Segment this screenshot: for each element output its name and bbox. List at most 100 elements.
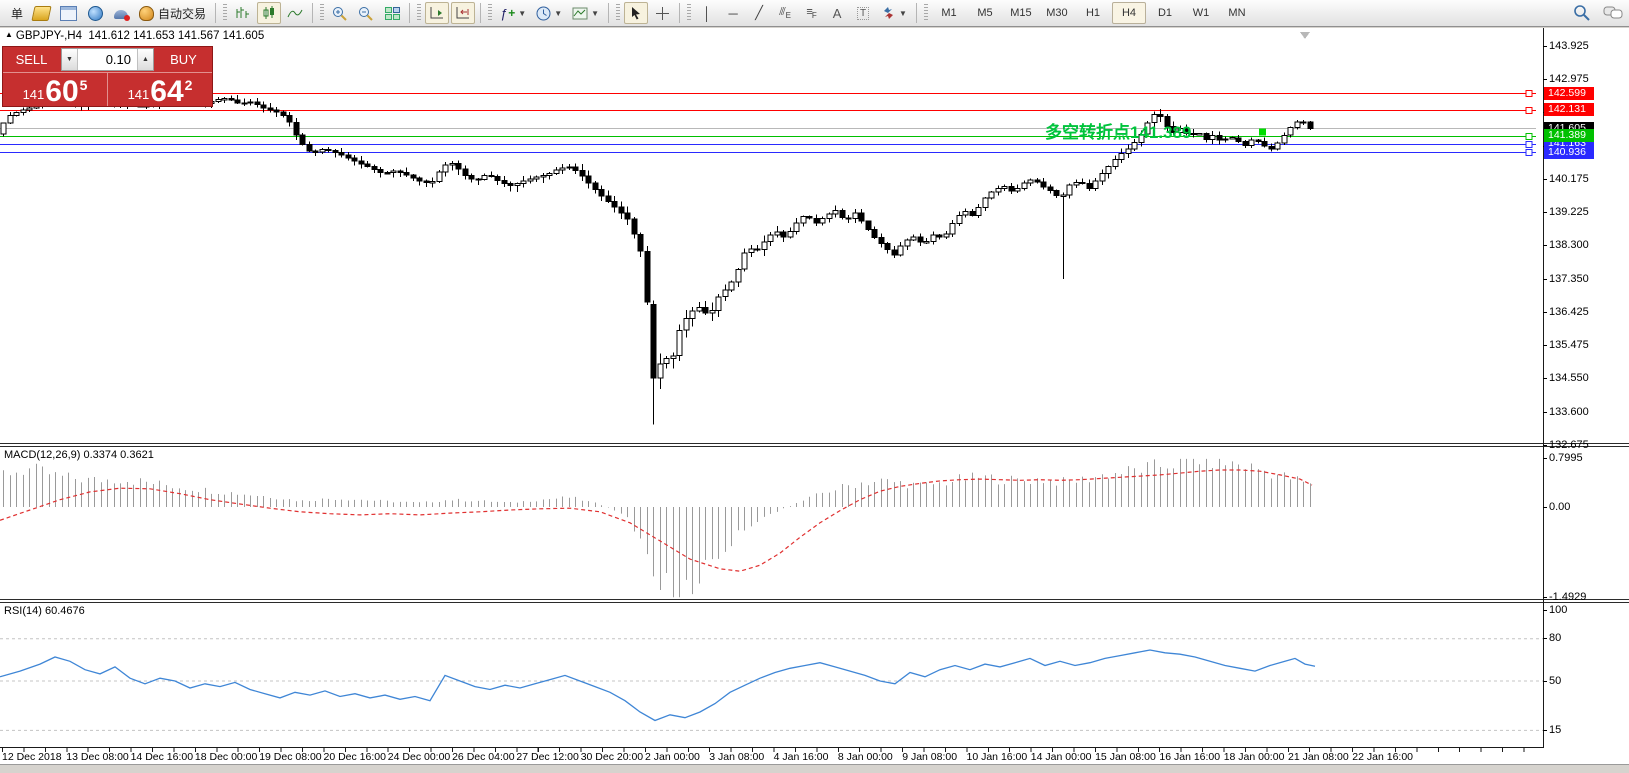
zoom-in-button[interactable] bbox=[328, 2, 352, 24]
timeframe-m15-button[interactable]: M15 bbox=[1010, 7, 1032, 19]
rsi-tick-label: 100 bbox=[1543, 604, 1567, 616]
auto-trading-button[interactable]: 自动交易 bbox=[135, 2, 210, 24]
gold-lots-icon[interactable] bbox=[29, 2, 54, 24]
chart-window: ▲ GBPJPY-,H4 141.612 141.653 141.567 141.… bbox=[0, 28, 1629, 764]
timeframe-h4-button[interactable]: H4 bbox=[1111, 2, 1146, 24]
time-label: 26 Dec 04:00 bbox=[452, 751, 515, 763]
price-tick-label: 139.225 bbox=[1543, 206, 1589, 218]
symbol-info: ▲ GBPJPY-,H4 141.612 141.653 141.567 141.… bbox=[5, 30, 264, 42]
symbol-ohlc: 141.612 141.653 141.567 141.605 bbox=[88, 30, 265, 42]
toolbar-drag-handle[interactable] bbox=[417, 4, 422, 22]
toolbar-drag-handle[interactable] bbox=[223, 4, 228, 22]
price-badge-142.599: 142.599 bbox=[1544, 86, 1594, 100]
price-badge-142.131: 142.131 bbox=[1544, 103, 1594, 117]
time-label: 24 Dec 00:00 bbox=[387, 751, 451, 763]
rsi-pane[interactable] bbox=[0, 603, 1543, 747]
new-chart-icon[interactable] bbox=[56, 2, 81, 24]
chat-icon[interactable] bbox=[1603, 5, 1623, 21]
timeframe-d1-button[interactable]: D1 bbox=[1157, 7, 1172, 19]
fibonacci-button[interactable]: ≡F bbox=[806, 5, 816, 21]
rsi-tick-label: 15 bbox=[1543, 724, 1561, 736]
time-label: 2 Jan 00:00 bbox=[645, 751, 700, 763]
buy-price-prefix: 141 bbox=[127, 87, 150, 102]
time-label: 15 Jan 08:00 bbox=[1095, 751, 1156, 763]
text-button[interactable]: A bbox=[832, 5, 842, 21]
timeframe-w1-button[interactable]: W1 bbox=[1192, 7, 1210, 19]
time-label: 9 Jan 08:00 bbox=[902, 751, 958, 763]
volume-stepper: ▼ 0.10 ▲ bbox=[61, 48, 154, 71]
time-label: 18 Dec 00:00 bbox=[194, 751, 258, 763]
toolbar-drag-handle[interactable] bbox=[687, 4, 692, 22]
time-label: 18 Jan 00:00 bbox=[1223, 751, 1285, 763]
arrows-button[interactable]: ▼ bbox=[877, 2, 911, 24]
text-label-button[interactable]: T bbox=[851, 2, 875, 24]
trendline-button[interactable]: ╱ bbox=[755, 5, 763, 20]
time-label: 12 Dec 2018 bbox=[2, 751, 62, 763]
timeframe-mn-button[interactable]: MN bbox=[1228, 7, 1246, 19]
price-tick-label: 136.425 bbox=[1543, 306, 1589, 318]
buy-button[interactable]: BUY bbox=[170, 52, 197, 67]
timeframe-h1-button[interactable]: H1 bbox=[1085, 7, 1100, 19]
horizontal-line-button[interactable]: ─ bbox=[728, 5, 738, 21]
periods-button[interactable]: ▼ bbox=[532, 2, 566, 24]
volume-input[interactable]: 0.10 bbox=[105, 52, 131, 67]
macd-tick-label: -1.4929 bbox=[1543, 591, 1586, 603]
price-tick-label: 133.600 bbox=[1543, 406, 1589, 418]
zoom-out-button[interactable] bbox=[354, 2, 378, 24]
channel-button[interactable]: ⫻E bbox=[779, 5, 791, 21]
toolbar-separator bbox=[409, 3, 411, 23]
indicators-button[interactable]: ƒ + ▼ bbox=[500, 5, 527, 21]
candlestick-button[interactable] bbox=[257, 2, 282, 24]
crosshair-button[interactable] bbox=[650, 2, 674, 24]
symbol-up-icon: ▲ bbox=[5, 30, 13, 39]
chart-shift-button[interactable] bbox=[451, 2, 476, 24]
signal-icon[interactable] bbox=[83, 2, 107, 24]
macd-label: MACD(12,26,9) 0.3374 0.3621 bbox=[4, 449, 154, 461]
buy-price-big: 64 bbox=[150, 75, 184, 108]
new-order-button[interactable]: 单 bbox=[11, 6, 24, 21]
macd-pane[interactable] bbox=[0, 447, 1543, 599]
time-label: 30 Dec 20:00 bbox=[580, 751, 644, 763]
templates-button[interactable]: ▼ bbox=[568, 2, 603, 24]
volume-up-button[interactable]: ▲ bbox=[137, 49, 153, 70]
toolbar-drag-handle[interactable] bbox=[320, 4, 325, 22]
buy-price[interactable]: 141 64 2 bbox=[108, 73, 212, 108]
timeframe-m5-button[interactable]: M5 bbox=[977, 7, 993, 19]
price-badge-141.389: 141.389 bbox=[1544, 129, 1594, 143]
auto-scroll-button[interactable] bbox=[425, 2, 450, 24]
toolbar-separator bbox=[915, 3, 917, 23]
price-chart-pane[interactable]: 多空转折点141.389 bbox=[0, 28, 1543, 443]
market-icon[interactable] bbox=[109, 2, 133, 24]
sell-button[interactable]: SELL bbox=[15, 52, 48, 67]
timeframe-m1-button[interactable]: M1 bbox=[941, 7, 957, 19]
toolbar-separator bbox=[215, 3, 217, 23]
vertical-line-button[interactable]: │ bbox=[702, 5, 712, 21]
time-label: 19 Dec 08:00 bbox=[259, 751, 322, 763]
line-chart-button[interactable] bbox=[283, 2, 307, 24]
cursor-button[interactable] bbox=[624, 2, 649, 24]
time-label: 20 Dec 16:00 bbox=[323, 751, 386, 763]
pane-separator[interactable] bbox=[0, 443, 1629, 447]
search-icon[interactable] bbox=[1573, 4, 1591, 22]
tile-windows-button[interactable] bbox=[380, 2, 404, 24]
time-label: 10 Jan 16:00 bbox=[966, 751, 1028, 763]
sell-price[interactable]: 141 60 5 bbox=[3, 73, 108, 107]
bar-chart-button[interactable] bbox=[231, 2, 255, 24]
time-axis-ticks bbox=[2, 748, 1544, 752]
volume-down-button[interactable]: ▼ bbox=[62, 49, 78, 70]
window-bottom-edge bbox=[0, 764, 1629, 773]
toolbar-drag-handle[interactable] bbox=[488, 4, 493, 22]
time-label: 3 Jan 08:00 bbox=[709, 751, 765, 763]
main-toolbar: 单自动交易 ƒ + ▼ ▼ ▼ │ ─ ╱ ⫻E ≡F A T ▼ M1 M5 M15 M30 H1 H4 D1 W1 MN bbox=[0, 0, 1629, 27]
timeframe-m30-button[interactable]: M30 bbox=[1046, 7, 1068, 19]
chart-shift-marker bbox=[1300, 32, 1310, 39]
time-label: 27 Dec 12:00 bbox=[516, 751, 579, 763]
toolbar-separator bbox=[312, 3, 314, 23]
rsi-tick-label: 50 bbox=[1543, 675, 1561, 687]
toolbar-drag-handle[interactable] bbox=[616, 4, 621, 22]
symbol-name: GBPJPY-,H4 bbox=[15, 30, 82, 42]
toolbar-separator bbox=[480, 3, 482, 23]
price-tick-label: 138.300 bbox=[1543, 239, 1589, 251]
pane-separator[interactable] bbox=[0, 599, 1629, 603]
toolbar-drag-handle[interactable] bbox=[923, 4, 928, 22]
